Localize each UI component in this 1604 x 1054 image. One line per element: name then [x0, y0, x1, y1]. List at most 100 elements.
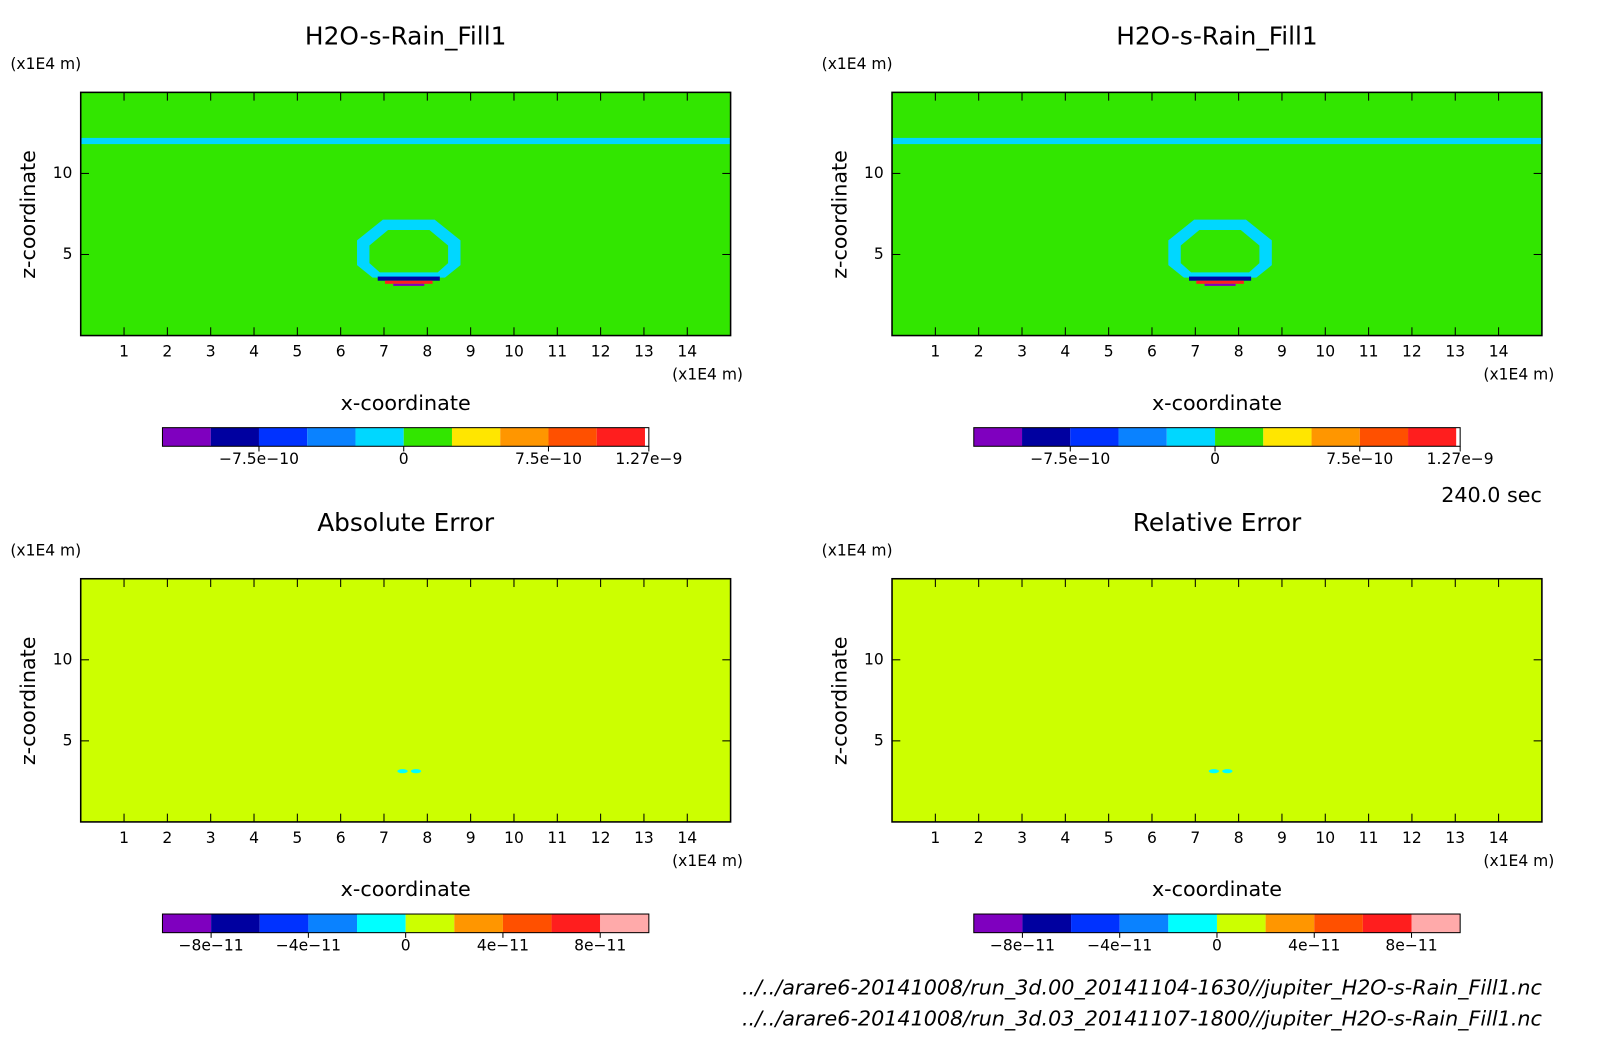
colorbar-segment [1119, 914, 1169, 933]
field-ring [357, 219, 461, 278]
colorbar-segment [1070, 427, 1119, 447]
x-tick-label: 12 [1402, 829, 1422, 847]
field-strip [1204, 283, 1236, 286]
colorbar-tick-label: 7.5e−10 [1326, 450, 1393, 468]
field-band [80, 137, 731, 145]
y-tick-label: 10 [864, 164, 884, 182]
colorbar-tick-label: 0 [401, 937, 411, 955]
y-label: z-coordinate [827, 150, 851, 279]
colorbar-segment [162, 427, 211, 447]
colorbar-tick-label: 1.27e−9 [615, 450, 682, 468]
colorbar-segment [451, 427, 501, 447]
colorbar-tick-label: 4e−11 [477, 937, 529, 955]
colorbar-segment [1118, 427, 1167, 447]
colorbar-segment [258, 427, 308, 447]
x-tick-label: 1 [119, 829, 129, 847]
plot-frame [891, 577, 1543, 823]
x-tick-label: 5 [1104, 343, 1114, 361]
x-tick-label: 3 [206, 343, 216, 361]
x-tick-label: 7 [379, 829, 389, 847]
colorbar-segment [644, 427, 649, 447]
colorbar-tick-label: 7.5e−10 [515, 450, 582, 468]
x-tick-label: 8 [1234, 343, 1244, 361]
x-tick-label: 5 [1104, 829, 1114, 847]
panel: 1 2 3 4 5 6 7 8 9 10 11 12 13 14510H2O-s-Rain_Fill1(x… [10, 22, 743, 469]
time-label: 240.0 sec [1441, 483, 1542, 507]
x-tick-label: 4 [249, 829, 259, 847]
x-tick-label: 9 [466, 829, 476, 847]
colorbar-tick-label: −7.5e−10 [1030, 450, 1110, 468]
colorbar-tick-label: 8e−11 [574, 937, 626, 955]
x-tick-label: 4 [1060, 829, 1070, 847]
file-path: ../../arare6-20141008/run_3d.00_20141104… [742, 976, 1543, 1001]
x-tick-label: 11 [547, 829, 567, 847]
colorbar-tick-label: −4e−11 [276, 937, 341, 955]
colorbar-tick-label: 0 [1212, 937, 1222, 955]
x-tick-label: 12 [1402, 343, 1422, 361]
field-band [892, 137, 1542, 145]
x-tick-label: 12 [591, 343, 611, 361]
x-tick-label: 13 [1445, 343, 1465, 361]
colorbar-tick-label: 0 [1210, 450, 1220, 468]
x-tick-label: 14 [677, 829, 697, 847]
y-label: z-coordinate [16, 637, 40, 766]
x-label: x-coordinate [341, 877, 471, 901]
x-tick-label: 6 [336, 343, 346, 361]
x-tick-label: 4 [249, 343, 259, 361]
x-tick-label: 3 [1017, 343, 1027, 361]
colorbar-tick-label: 0 [399, 450, 409, 468]
colorbar-segment [1265, 914, 1315, 933]
colorbar-segment [1362, 914, 1412, 933]
colorbar-segment [973, 914, 1023, 933]
x-tick-label: 6 [1147, 829, 1157, 847]
plot-frame [79, 91, 732, 337]
x-tick-label: 8 [422, 343, 432, 361]
x-tick-label: 11 [547, 343, 567, 361]
colorbar-segment [1456, 427, 1461, 447]
y-unit: (x1E4 m) [10, 541, 81, 559]
colorbar-segment [357, 914, 406, 933]
x-tick-label: 6 [1147, 343, 1157, 361]
colorbar-segment [1166, 427, 1216, 447]
colorbar-segment [405, 914, 455, 933]
field-spot [1222, 769, 1233, 774]
x-tick-label: 13 [634, 829, 654, 847]
colorbar-tick-label: −4e−11 [1087, 937, 1152, 955]
colorbar-segment [551, 914, 601, 933]
x-tick-label: 4 [1060, 343, 1070, 361]
y-label: z-coordinate [16, 150, 40, 279]
field-background [80, 92, 731, 336]
colorbar-tick-label: 4e−11 [1288, 937, 1340, 955]
x-tick-label: 9 [1277, 829, 1287, 847]
y-unit: (x1E4 m) [10, 55, 81, 73]
x-tick-label: 2 [162, 343, 172, 361]
y-unit: (x1E4 m) [822, 55, 893, 73]
x-unit: (x1E4 m) [672, 852, 743, 870]
x-tick-label: 3 [1017, 829, 1027, 847]
colorbar-segment [1411, 914, 1461, 933]
colorbar-segment [502, 914, 552, 933]
plot-frame [891, 91, 1543, 337]
colorbar-segment [1408, 427, 1457, 447]
colorbar-segment [210, 427, 259, 447]
x-tick-label: 10 [1315, 343, 1335, 361]
colorbar-segment [1216, 914, 1266, 933]
x-tick-label: 8 [1234, 829, 1244, 847]
x-tick-label: 14 [1489, 343, 1509, 361]
x-tick-label: 7 [379, 343, 389, 361]
colorbar-segment [1022, 914, 1072, 933]
colorbar-segment [1311, 427, 1360, 447]
field-background [80, 578, 731, 822]
panel-title: Absolute Error [317, 508, 495, 537]
y-tick-label: 10 [53, 164, 73, 182]
colorbar-segment [308, 914, 358, 933]
x-unit: (x1E4 m) [1483, 365, 1554, 383]
colorbar-segment [355, 427, 404, 447]
panel-title: H2O-s-Rain_Fill1 [1116, 22, 1318, 51]
colorbar-segment [211, 914, 260, 933]
y-tick-label: 5 [63, 731, 73, 749]
